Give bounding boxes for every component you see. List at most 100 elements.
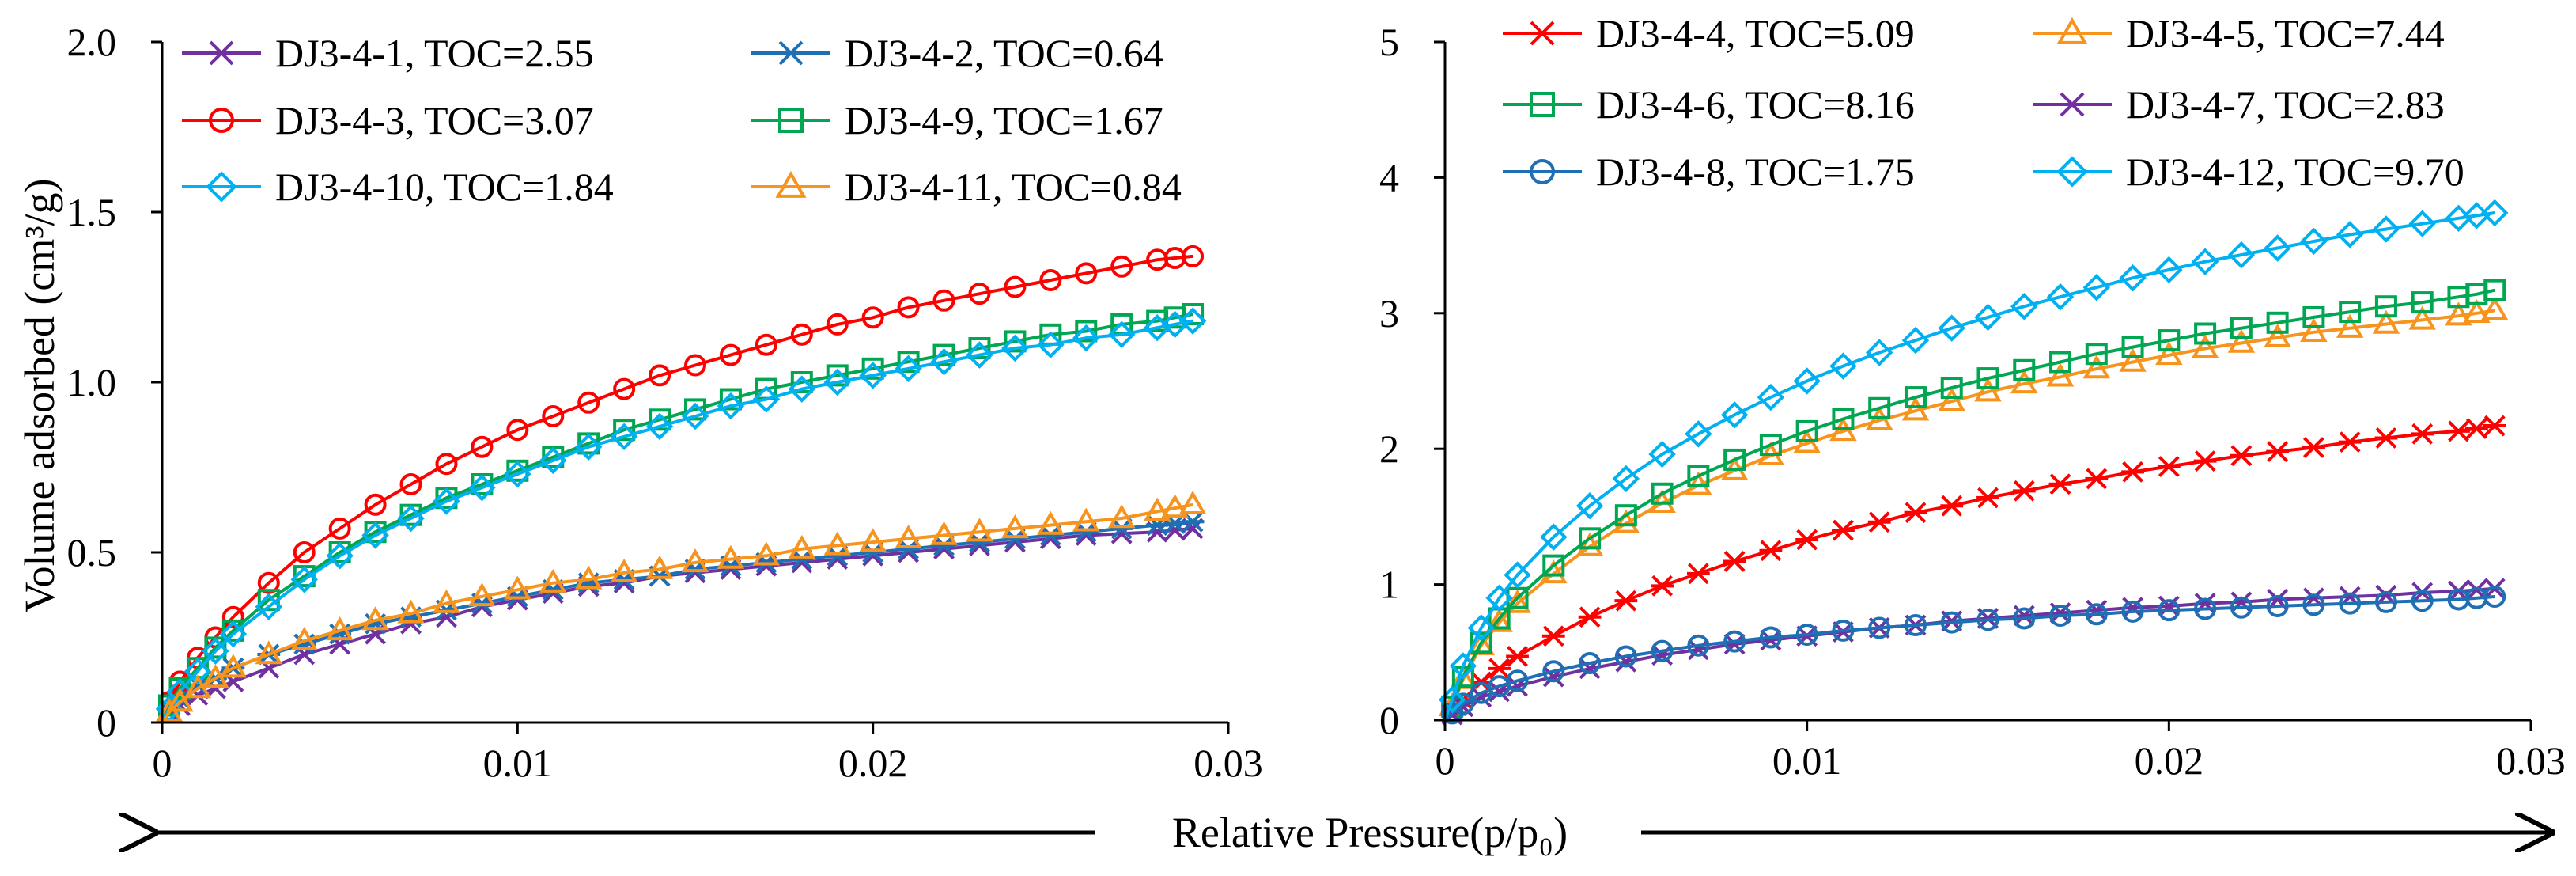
- legend-marker-diamond-icon: [2056, 156, 2088, 188]
- right-data-point: [2300, 227, 2328, 256]
- left-data-point: [823, 531, 851, 556]
- left-data-point: [293, 541, 316, 563]
- right-series-4: [1441, 578, 2506, 726]
- right-data-point: [1938, 314, 1965, 342]
- right-y-tick-label: 4: [1379, 155, 1399, 199]
- right-data-point: [2227, 241, 2256, 269]
- left-data-point: [613, 377, 636, 400]
- left-data-point: [645, 412, 674, 441]
- legend-label: DJ3-4-3, TOC=3.07: [275, 98, 594, 142]
- right-plot-area: [1438, 199, 2509, 726]
- left-data-point: [433, 589, 460, 613]
- left-data-point: [897, 351, 920, 374]
- left-data-point: [255, 640, 283, 665]
- right-y-tick-label: 5: [1379, 20, 1399, 64]
- right-data-point: [2157, 456, 2181, 477]
- left-series-line: [161, 319, 1193, 723]
- left-y-tick-label: 0.5: [67, 530, 117, 575]
- left-data-point: [1001, 334, 1029, 362]
- left-data-point: [1039, 269, 1062, 291]
- left-data-point: [897, 538, 920, 560]
- left-data-point: [1072, 324, 1100, 352]
- left-data-point: [504, 460, 531, 488]
- left-y-axis-title: Volume adsorbed (cm³/g): [16, 178, 63, 612]
- right-data-point: [2230, 596, 2253, 619]
- right-data-point: [2336, 313, 2364, 338]
- right-series-1: [1440, 415, 2506, 724]
- right-data-point: [1651, 482, 1674, 505]
- left-data-point: [823, 368, 851, 396]
- right-data-point: [2085, 603, 2108, 626]
- left-legend-entry: DJ3-4-10, TOC=1.84: [182, 165, 614, 209]
- right-series-2: [1438, 296, 2509, 721]
- left-data-point: [968, 283, 991, 305]
- left-data-point: [859, 362, 887, 389]
- legend-label: DJ3-4-12, TOC=9.70: [2126, 150, 2464, 194]
- left-data-point: [755, 555, 777, 577]
- left-data-point: [290, 626, 318, 650]
- right-data-point: [2480, 296, 2509, 320]
- right-data-point: [2408, 210, 2436, 237]
- right-data-point: [2048, 473, 2072, 495]
- left-data-point: [471, 596, 493, 618]
- legend-marker-asterisk-icon: [1529, 21, 1556, 46]
- right-data-point: [1470, 631, 1492, 654]
- right-data-point: [1579, 652, 1602, 675]
- left-data-point: [1143, 497, 1171, 521]
- right-data-point: [2338, 431, 2362, 453]
- right-series-line: [1443, 288, 2495, 721]
- left-x-tick-label: 0.02: [838, 741, 908, 785]
- left-data-point: [539, 568, 567, 593]
- right-data-point: [1868, 396, 1891, 419]
- right-data-point: [2085, 343, 2108, 366]
- left-data-point: [717, 544, 745, 569]
- left-data-point: [610, 423, 638, 451]
- left-legend-entry: DJ3-4-11, TOC=0.84: [751, 165, 1182, 209]
- right-series-line: [1443, 211, 2495, 721]
- right-data-point: [2481, 199, 2509, 227]
- left-data-point: [397, 599, 425, 624]
- left-series-line: [161, 526, 1193, 724]
- left-data-point: [1107, 320, 1136, 349]
- right-data-point: [2158, 329, 2181, 352]
- left-data-point: [1075, 320, 1098, 343]
- right-data-point: [2411, 423, 2434, 445]
- right-legend-entry: DJ3-4-6, TOC=8.16: [1503, 82, 1915, 127]
- left-x-tick-label: 0: [153, 741, 172, 785]
- right-data-point: [1795, 419, 1818, 442]
- right-data-point: [2483, 415, 2506, 437]
- right-data-point: [2339, 301, 2362, 324]
- left-data-point: [610, 558, 638, 582]
- left-data-point: [968, 337, 991, 359]
- left-data-point: [1110, 255, 1133, 278]
- left-data-point: [1038, 525, 1062, 546]
- left-plot-area: [155, 245, 1207, 724]
- left-data-point: [859, 528, 887, 552]
- right-data-point: [1974, 377, 2002, 402]
- right-data-point: [2264, 234, 2291, 262]
- right-x-tick-label: 0.03: [2496, 738, 2566, 783]
- left-data-point: [790, 371, 813, 393]
- left-data-point: [468, 474, 496, 502]
- left-series-4: [157, 303, 1205, 723]
- right-series-5: [1441, 586, 2506, 725]
- left-data-point: [930, 347, 958, 376]
- right-legend-entry: DJ3-4-12, TOC=9.70: [2033, 150, 2464, 194]
- left-data-point: [613, 572, 635, 594]
- left-data-point: [1074, 521, 1098, 543]
- right-data-point: [1829, 352, 1857, 380]
- left-data-point: [1037, 510, 1065, 535]
- right-data-point: [1485, 608, 1513, 632]
- right-data-point: [2049, 351, 2072, 374]
- left-data-point: [1182, 245, 1205, 267]
- right-data-point: [2194, 597, 2217, 620]
- right-data-point: [2012, 480, 2036, 502]
- left-data-point: [506, 419, 529, 442]
- right-data-point: [2082, 274, 2111, 301]
- left-legend: DJ3-4-1, TOC=2.55 DJ3-4-2, TOC=0.64 DJ3-4-…: [182, 31, 1182, 209]
- right-data-point: [2302, 437, 2325, 458]
- legend-label: DJ3-4-9, TOC=1.67: [845, 98, 1163, 142]
- left-data-point: [435, 453, 458, 476]
